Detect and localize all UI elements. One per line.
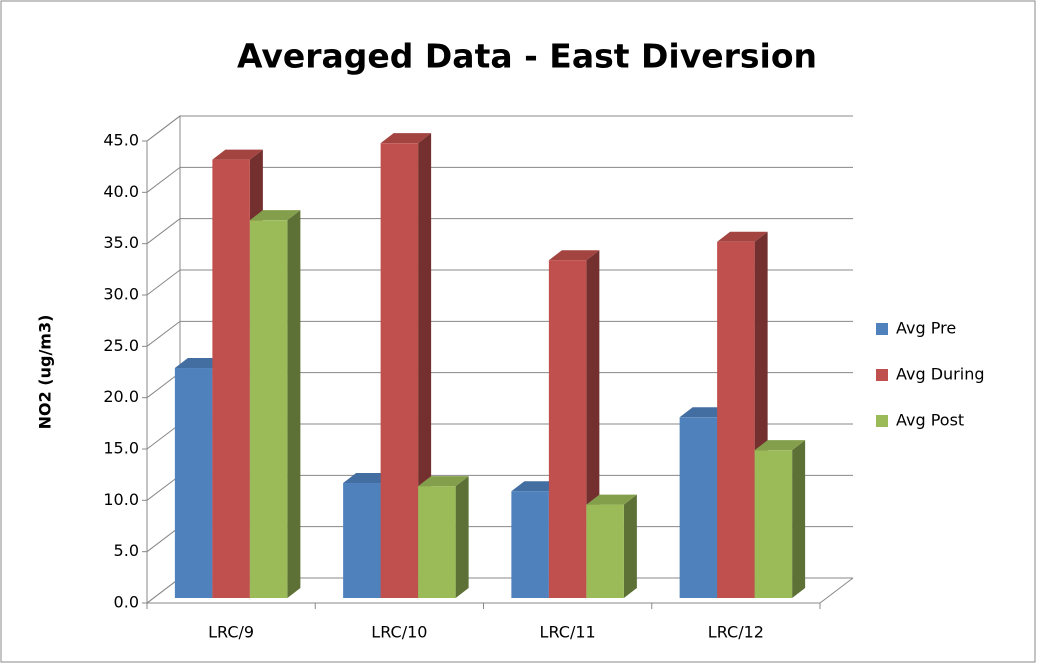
legend-swatch <box>876 323 888 335</box>
y-tick-label: 25.0 <box>103 336 139 355</box>
bar <box>249 220 288 599</box>
y-tick-label: 35.0 <box>103 233 139 252</box>
bar <box>380 143 419 599</box>
x-tick-label: LRC/9 <box>208 623 254 642</box>
legend-swatch <box>876 369 888 381</box>
bar-top <box>717 231 768 242</box>
y-tick-label: 20.0 <box>103 387 139 406</box>
bar-top <box>548 250 600 261</box>
bar <box>418 486 456 598</box>
y-tick-label: 0.0 <box>114 593 139 612</box>
legend-swatch <box>876 415 888 427</box>
bar-top <box>754 440 806 451</box>
y-tick-label: 15.0 <box>103 439 139 458</box>
grid-line <box>146 269 853 296</box>
y-axis-label: NO2 (ug/m3) <box>36 315 55 430</box>
legend-label: Avg Pre <box>896 319 956 338</box>
y-tick-label: 45.0 <box>103 131 139 150</box>
bar-top <box>249 210 301 221</box>
legend-label: Avg Post <box>896 411 964 430</box>
x-tick-label: LRC/10 <box>371 623 427 642</box>
bar-top <box>586 494 637 505</box>
bar-side <box>792 440 806 598</box>
grid-line <box>146 166 853 193</box>
grid-line <box>146 115 853 142</box>
y-tick-label: 30.0 <box>103 285 139 304</box>
x-tick-label: LRC/12 <box>708 623 764 642</box>
bar-top <box>380 133 432 144</box>
bar <box>174 368 213 598</box>
y-tick-label: 10.0 <box>103 490 139 509</box>
bar <box>717 241 755 598</box>
bar <box>754 450 793 598</box>
grid-line <box>146 320 853 347</box>
bar <box>586 504 624 598</box>
bar-top <box>212 149 263 160</box>
grid-line <box>146 218 853 245</box>
legend-label: Avg During <box>896 365 985 384</box>
chart-title: Averaged Data - East Diversion <box>237 37 817 76</box>
y-tick-label: 40.0 <box>103 182 139 201</box>
x-tick-label: LRC/11 <box>540 623 596 642</box>
bar <box>511 491 549 598</box>
bar-top <box>418 476 469 487</box>
bar-side <box>623 494 637 598</box>
bar-side <box>455 476 469 598</box>
y-tick-label: 5.0 <box>114 541 139 560</box>
bar <box>212 159 250 598</box>
bar <box>343 483 381 598</box>
bar <box>679 417 718 598</box>
bar-side <box>287 210 301 599</box>
bar <box>548 260 587 598</box>
